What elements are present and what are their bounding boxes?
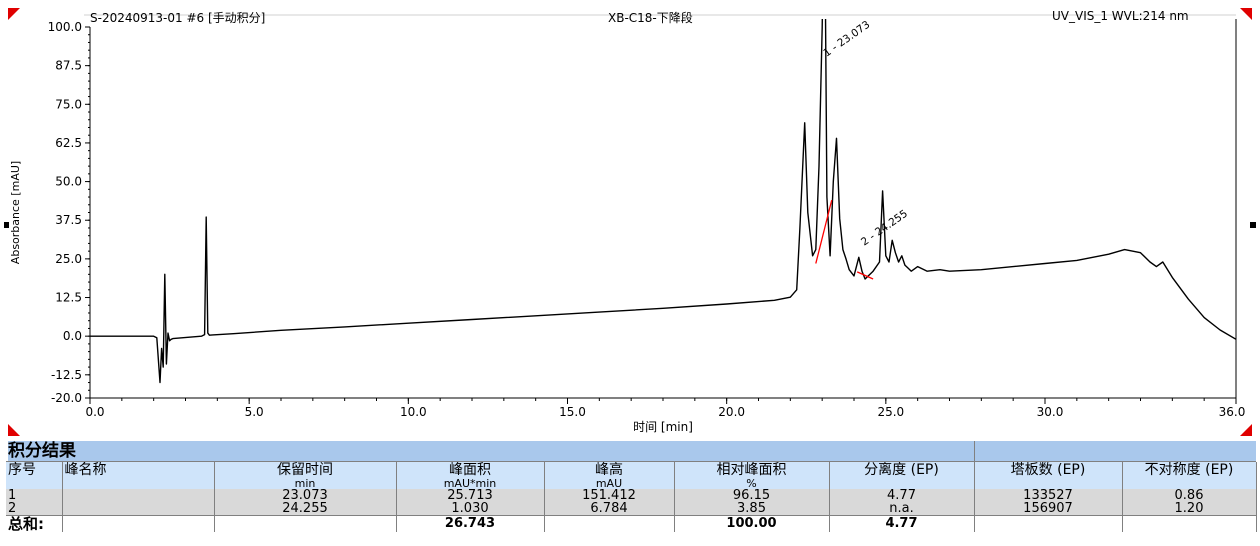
integration-results: 积分结果 序号 峰名称 保留时间 峰面积 峰高 相对峰面积 分离度 (EP) 塔板数 (EP)… (6, 441, 1257, 532)
sum-cell: 100.00 (674, 515, 830, 532)
y-tick-label: -20.0 (51, 391, 82, 405)
resize-handle (4, 222, 9, 228)
chart-ticks: -20.0 -12.5 0.0 12.5 25.0 37.5 50.0 62.5 75.0 87.… (9, 20, 1245, 434)
table-cell: 23.073 (214, 489, 397, 502)
integration-baseline (815, 199, 833, 264)
table-cell: 1.20 (1122, 502, 1257, 516)
integration-baseline (856, 271, 874, 280)
sum-cell (544, 515, 675, 532)
column-header: 不对称度 (EP) (1122, 462, 1257, 478)
column-unit (1122, 478, 1257, 489)
table-cell: 156907 (974, 502, 1123, 516)
column-unit (62, 478, 215, 489)
table-cell: 24.255 (214, 502, 397, 516)
corner-marker (1240, 8, 1252, 20)
column-header: 塔板数 (EP) (974, 462, 1123, 478)
resize-handle (1250, 222, 1256, 228)
column-header: 峰名称 (62, 462, 215, 478)
results-table: 序号 峰名称 保留时间 峰面积 峰高 相对峰面积 分离度 (EP) 塔板数 (EP) 不对称度 … (6, 462, 1257, 532)
chromatogram-trace (90, 19, 1236, 384)
column-header: 保留时间 (214, 462, 397, 478)
x-tick-label: 0.0 (85, 405, 104, 419)
y-tick-label: 25.0 (55, 252, 82, 266)
table-cell: 25.713 (396, 489, 545, 502)
sum-label: 总和: (6, 515, 63, 532)
corner-marker (8, 424, 20, 436)
table-cell: 3.85 (674, 502, 830, 516)
x-tick-label: 20.0 (718, 405, 745, 419)
column-unit (6, 478, 63, 489)
x-axis-title: 时间 [min] (633, 420, 693, 434)
column-header: 峰高 (544, 462, 675, 478)
sum-cell (62, 515, 215, 532)
table-row: 2 24.255 1.030 6.784 3.85 n.a. 156907 1.20 (6, 502, 1257, 516)
chart-trace (90, 19, 1236, 384)
x-tick-label: 15.0 (559, 405, 586, 419)
sum-row: 总和: 26.743 100.00 4.77 (6, 515, 1257, 532)
sum-cell (1122, 515, 1257, 532)
column-unit (974, 478, 1123, 489)
table-cell: 96.15 (674, 489, 830, 502)
table-cell: 2 (6, 502, 63, 516)
x-tick-label: 25.0 (877, 405, 904, 419)
column-header: 分离度 (EP) (829, 462, 975, 478)
y-tick-label: 50.0 (55, 175, 82, 189)
column-unit (829, 478, 975, 489)
channel-title: UV_VIS_1 WVL:214 nm (1052, 9, 1189, 23)
table-cell: n.a. (829, 502, 975, 516)
column-header: 峰面积 (396, 462, 545, 478)
chart-axes (84, 14, 1237, 399)
table-cell: 151.412 (544, 489, 675, 502)
table-cell (62, 502, 215, 516)
sample-title: S-20240913-01 #6 [手动积分] (90, 11, 266, 25)
sum-cell (214, 515, 397, 532)
y-tick-label: 0.0 (63, 329, 82, 343)
y-tick-label: 62.5 (55, 136, 82, 150)
corner-marker (1240, 424, 1252, 436)
column-unit: % (674, 478, 830, 489)
table-cell: 4.77 (829, 489, 975, 502)
column-header: 序号 (6, 462, 63, 478)
table-cell (62, 489, 215, 502)
corner-marker (8, 8, 20, 20)
table-cell: 6.784 (544, 502, 675, 516)
peak-label: 1 - 23.073 (821, 19, 872, 60)
y-tick-label: 100.0 (48, 20, 82, 34)
sum-cell: 26.743 (396, 515, 545, 532)
column-header: 相对峰面积 (674, 462, 830, 478)
y-tick-label: 12.5 (55, 291, 82, 305)
y-tick-label: 37.5 (55, 213, 82, 227)
results-header-row: 序号 峰名称 保留时间 峰面积 峰高 相对峰面积 分离度 (EP) 塔板数 (EP) 不对称度 … (6, 462, 1257, 478)
y-tick-label: -12.5 (51, 368, 82, 382)
y-axis-title: Absorbance [mAU] (9, 161, 22, 264)
y-tick-label: 87.5 (55, 59, 82, 73)
sum-cell (974, 515, 1123, 532)
table-cell: 133527 (974, 489, 1123, 502)
table-cell: 0.86 (1122, 489, 1257, 502)
y-tick-label: 75.0 (55, 97, 82, 111)
method-title: XB-C18-下降段 (608, 11, 693, 25)
x-tick-label: 36.0 (1219, 405, 1246, 419)
x-tick-label: 10.0 (400, 405, 427, 419)
column-unit: mAU (544, 478, 675, 489)
x-tick-label: 5.0 (245, 405, 264, 419)
sum-cell: 4.77 (829, 515, 975, 532)
column-unit: min (214, 478, 397, 489)
x-tick-label: 30.0 (1037, 405, 1064, 419)
results-title: 积分结果 (8, 441, 975, 461)
table-cell: 1.030 (396, 502, 545, 516)
table-row: 1 23.073 25.713 151.412 96.15 4.77 133527 0.86 (6, 489, 1257, 502)
table-cell: 1 (6, 489, 63, 502)
results-unit-row: min mAU*min mAU% (6, 478, 1257, 489)
chromatogram-chart: -20.0 -12.5 0.0 12.5 25.0 37.5 50.0 62.5 75.0 87.… (4, 8, 1256, 436)
column-unit: mAU*min (396, 478, 545, 489)
results-title-bar: 积分结果 (6, 441, 1256, 462)
chart-corner-markers (4, 8, 1256, 436)
